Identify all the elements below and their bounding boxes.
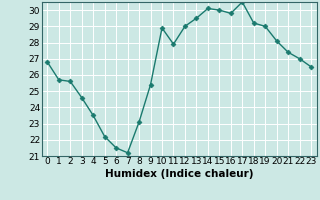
X-axis label: Humidex (Indice chaleur): Humidex (Indice chaleur) <box>105 169 253 179</box>
